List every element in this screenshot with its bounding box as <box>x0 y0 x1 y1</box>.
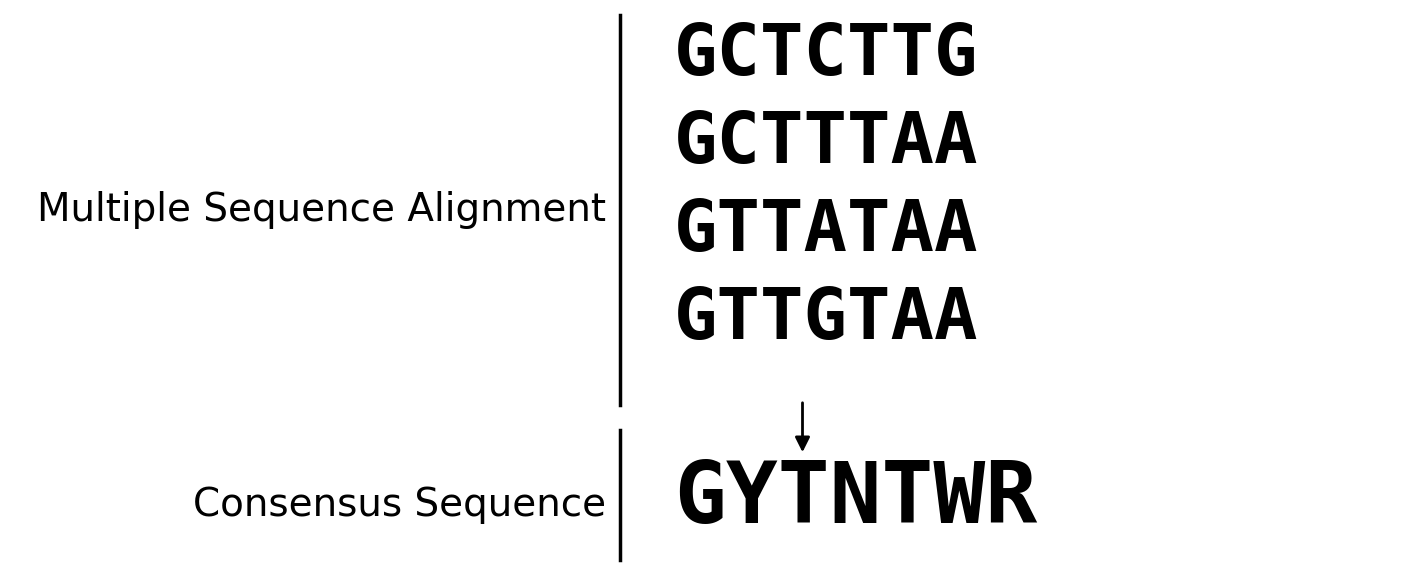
Text: GTTATAA: GTTATAA <box>674 197 979 265</box>
Text: Consensus Sequence: Consensus Sequence <box>192 486 606 524</box>
Text: GTTGTAA: GTTGTAA <box>674 284 979 353</box>
Text: GCTTTAA: GCTTTAA <box>674 109 979 177</box>
Text: GYTNTWR: GYTNTWR <box>674 459 1037 542</box>
Text: Multiple Sequence Alignment: Multiple Sequence Alignment <box>37 191 606 229</box>
Text: GCTCTTG: GCTCTTG <box>674 21 979 89</box>
